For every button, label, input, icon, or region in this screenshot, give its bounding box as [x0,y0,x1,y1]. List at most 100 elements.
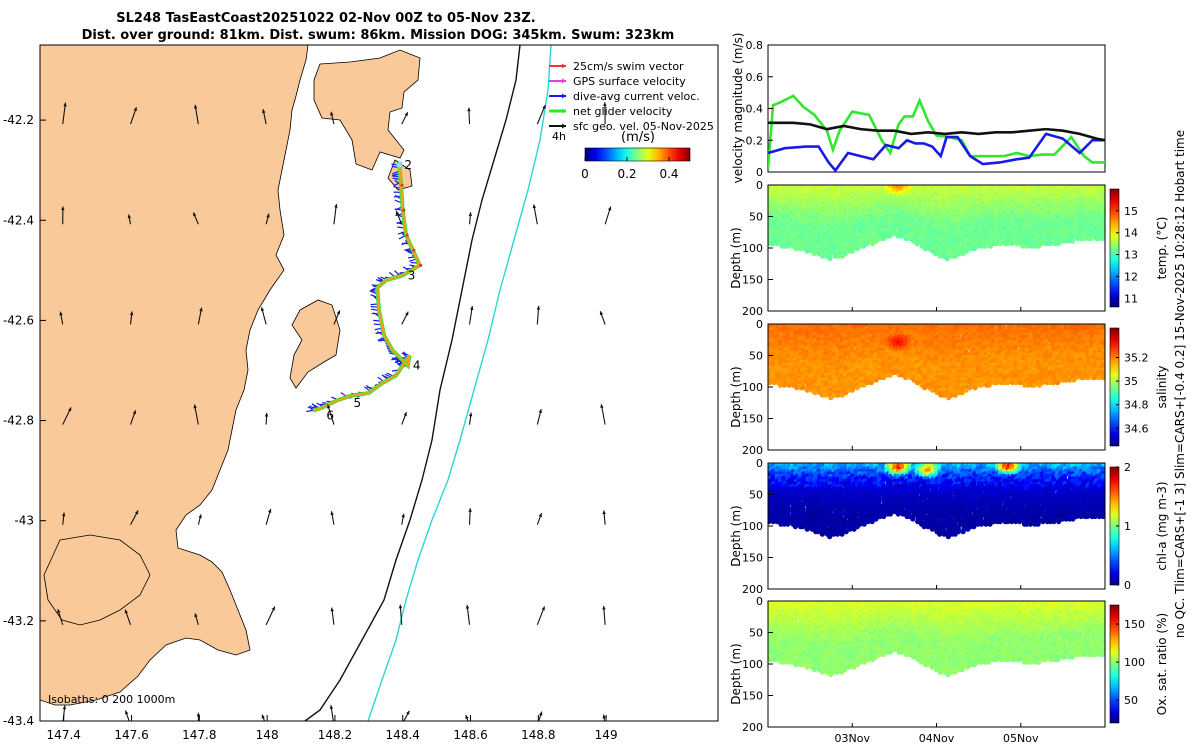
section-sample [986,382,992,388]
section-sample [914,379,920,386]
swim-vector-marker [402,208,406,212]
section-sample [963,387,969,393]
section-colorbar-tick-label: 35.2 [1124,352,1149,365]
speed-colorbar-label: (m/s) [621,130,655,145]
section-sample [1100,374,1105,381]
section-sample [1020,243,1026,249]
geo-vector-head [541,606,545,611]
geo-vector-head [63,102,67,107]
section-colorbar-tick-label: 35 [1124,375,1138,388]
waypoint-label: 5 [353,396,361,410]
legend-swatch-head [562,78,566,84]
geo-vector-head [602,605,606,610]
geo-vector-head [61,206,65,211]
legend-entry-label: dive-avg current veloc. [573,90,700,103]
geo-vector-head [467,107,471,112]
section-sample [794,385,800,391]
geo-vector-head [532,204,537,209]
waypoint-label: 6 [326,409,334,423]
geo-vector-head [271,606,275,611]
section-sample [1096,374,1102,381]
geo-vector-head [538,513,542,518]
section-sample [770,518,776,525]
section-sample [994,379,1000,386]
speed-colorbar-tick-label: 0.4 [659,167,678,181]
map-xtick-label: 147.8 [182,728,216,742]
section-ytick-label: 50 [749,350,763,363]
section-sample [974,243,980,249]
map-xtick-label: 148.4 [386,728,420,742]
section-sample [993,240,999,247]
geo-vector-head [199,307,203,312]
section-sample [793,246,799,252]
section-ylabel: Depth (m) [729,366,743,427]
section-sample [1073,374,1079,381]
waypoint-label: 4 [413,358,421,372]
section-sample [933,251,939,257]
freycinet-island [313,49,421,171]
geo-vector-head [129,311,134,316]
map-ytick-label: -42.8 [3,414,34,428]
section-sample [835,253,841,259]
section-sample [827,256,833,262]
geo-vector-head [536,305,541,310]
section-colorbar-label: salinity [1155,365,1169,408]
section-sample [1096,235,1102,242]
map-ytick-label: -42.2 [3,113,34,127]
section-sample [812,390,818,396]
section-sample [891,230,898,237]
section-sample [800,385,806,391]
section-sample [849,387,855,393]
velocity-ytick-label: 0.8 [746,39,764,52]
velocity-ytick-label: 0.4 [746,103,764,116]
swim-vector-marker [412,248,416,252]
map-xtick-label: 148 [256,728,279,742]
swim-vector-marker [400,183,404,187]
section-sample [811,251,817,257]
section-sample [828,395,834,401]
section-sample [804,387,810,393]
geo-vector-head [607,206,612,211]
section-sample [1062,238,1068,244]
section-sample [786,382,792,388]
section-sample [887,233,893,239]
geo-vector-head [334,203,338,208]
legend-time-marker: 4h [552,130,566,143]
section-sample [823,392,829,398]
geo-vector-head [62,705,67,710]
geo-vector-head [193,404,197,409]
map-xtick-label: 148.6 [453,728,487,742]
geo-vector-head [599,311,604,316]
geo-vector-head [327,404,331,409]
section-sample [881,374,887,381]
section-sample [952,253,959,259]
legend-swatch-head [562,63,566,69]
section-sample [899,233,905,239]
section-sample [1031,382,1037,388]
section-sample [1100,235,1105,242]
section-sample [865,379,871,386]
land [40,45,421,706]
velocity-ytick-label: 0.2 [746,134,764,147]
map-ytick-label: -42.4 [3,213,34,227]
geostrophic-vectors [57,102,612,721]
track-start-marker [395,161,403,169]
section-sample [768,518,772,525]
section-sample [967,385,973,391]
geo-vector-head [602,714,606,719]
track-line [312,165,422,412]
map-ytick-label: -43.2 [3,614,34,628]
geo-vector-head [134,510,139,515]
section-ytick-label: 200 [742,444,763,457]
geo-vector-head [403,412,407,417]
section-sample [952,392,958,398]
forestier-peninsula [43,534,151,626]
geo-vector-head [57,609,61,614]
geo-vector-head [266,213,270,218]
geo-vector-head [468,508,472,512]
section-sample [1009,240,1015,247]
